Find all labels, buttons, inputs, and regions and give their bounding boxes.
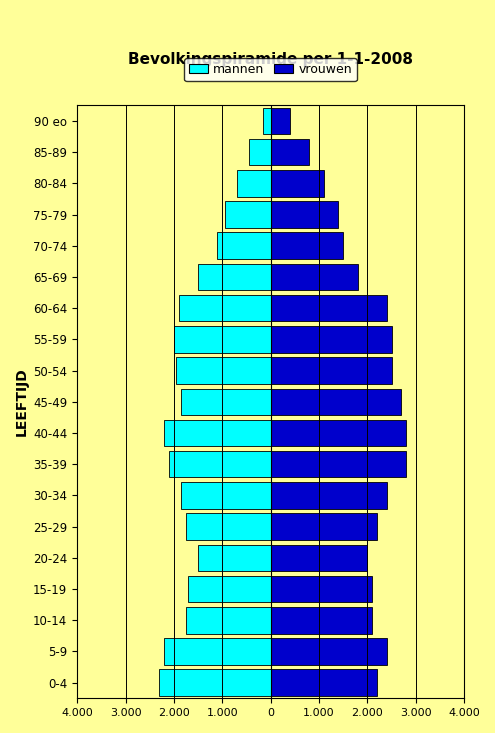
Bar xyxy=(271,357,392,384)
Bar xyxy=(271,232,343,259)
Title: Bevolkingspiramide per 1-1-2008: Bevolkingspiramide per 1-1-2008 xyxy=(128,51,413,67)
Bar xyxy=(271,326,392,353)
Legend: mannen, vrouwen: mannen, vrouwen xyxy=(185,58,357,81)
Bar xyxy=(186,607,271,633)
Bar xyxy=(271,576,372,603)
Bar xyxy=(271,669,377,696)
Bar xyxy=(198,545,271,571)
Bar xyxy=(186,513,271,540)
Bar xyxy=(271,482,387,509)
Bar xyxy=(271,513,377,540)
Bar xyxy=(198,264,271,290)
Bar xyxy=(271,638,387,665)
Bar xyxy=(271,607,372,633)
Bar xyxy=(271,295,387,322)
Bar xyxy=(271,451,406,477)
Bar xyxy=(217,232,271,259)
Bar xyxy=(263,108,271,134)
Bar xyxy=(174,326,271,353)
Bar xyxy=(164,638,271,665)
Bar xyxy=(271,264,358,290)
Bar xyxy=(159,669,271,696)
Bar xyxy=(271,139,309,166)
Bar xyxy=(249,139,271,166)
Bar xyxy=(181,482,271,509)
Bar xyxy=(189,576,271,603)
Bar xyxy=(271,420,406,446)
Bar xyxy=(225,202,271,228)
Y-axis label: LEEFTIJD: LEEFTIJD xyxy=(15,367,29,436)
Bar xyxy=(179,295,271,322)
Bar xyxy=(181,388,271,415)
Bar xyxy=(164,420,271,446)
Bar xyxy=(271,170,324,196)
Bar xyxy=(271,388,401,415)
Bar xyxy=(271,545,367,571)
Bar xyxy=(271,202,339,228)
Bar xyxy=(237,170,271,196)
Bar xyxy=(271,108,290,134)
Bar xyxy=(176,357,271,384)
Bar xyxy=(169,451,271,477)
